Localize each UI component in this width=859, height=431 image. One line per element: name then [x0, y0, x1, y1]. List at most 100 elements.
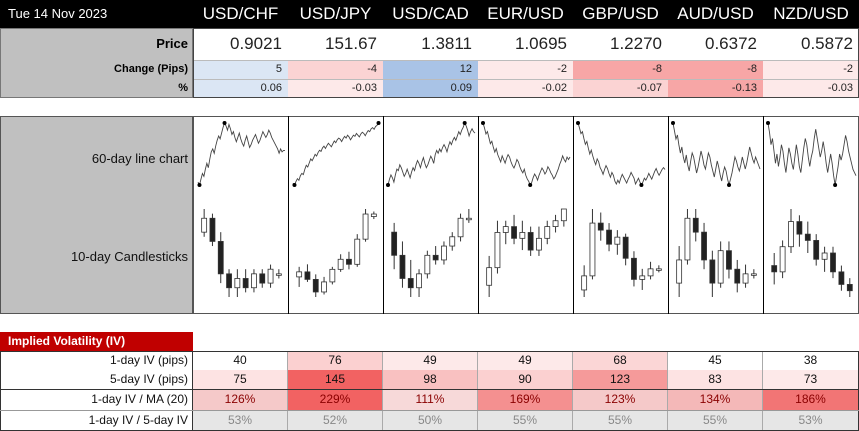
iv-cell: 55% — [668, 410, 763, 431]
candle-body — [779, 246, 786, 273]
iv-cell: 38 — [763, 351, 859, 370]
chart-separator — [763, 116, 764, 314]
iv-cell: 52% — [288, 410, 383, 431]
iv-cell: 73 — [763, 370, 859, 389]
iv-cell: 40 — [193, 351, 288, 370]
candle-body — [597, 222, 604, 231]
candle-body — [209, 217, 216, 242]
header-band — [0, 0, 859, 28]
line-chart-1 — [292, 122, 381, 186]
change-cell: -2 — [478, 60, 573, 79]
line-chart-5 — [672, 122, 761, 186]
iv-cell: 169% — [478, 389, 573, 410]
iv-row-label: 1-day IV (pips) — [0, 351, 193, 370]
iv-row-label: 5-day IV (pips) — [0, 370, 193, 389]
chart-area — [193, 116, 859, 314]
candle-body — [606, 229, 612, 245]
candle-body — [631, 257, 637, 280]
line-low-marker — [197, 183, 202, 187]
candle-body — [552, 220, 559, 227]
candle-body — [536, 237, 542, 251]
iv-cell: 68 — [573, 351, 668, 370]
line-low-marker — [639, 183, 644, 187]
candle-body — [709, 259, 716, 284]
candle-body — [370, 213, 377, 217]
line-high-marker — [481, 121, 485, 125]
change-cell: 5 — [193, 60, 288, 79]
chart-separator — [478, 116, 479, 314]
line-high-marker — [576, 121, 580, 125]
iv-cell: 76 — [288, 351, 383, 370]
candle-body — [734, 268, 741, 284]
candle-body — [432, 254, 439, 261]
pair-header-usd-cad: USD/CAD — [392, 4, 469, 23]
iv-row-label: 1-day IV / 5-day IV — [0, 410, 193, 431]
iv-cell: 123% — [573, 389, 668, 410]
percent-cell: 0.09 — [383, 79, 478, 98]
candle-body — [560, 208, 567, 222]
candle-body — [796, 221, 803, 235]
iv-cell: 55% — [573, 410, 668, 431]
candle-body — [457, 217, 464, 238]
line-high-marker — [462, 121, 467, 125]
candle-body — [830, 252, 836, 273]
pair-header-aud-usd: AUD/USD — [677, 4, 754, 23]
mini-charts — [197, 121, 857, 297]
candle-body — [589, 222, 596, 277]
chart-separator — [668, 116, 669, 314]
candle-body — [519, 232, 526, 239]
change-cell: -2 — [763, 60, 859, 79]
candle-body — [251, 273, 257, 289]
candle-body — [329, 268, 336, 283]
candle-body — [354, 238, 361, 265]
candle-body — [544, 226, 551, 239]
candle-body — [846, 284, 853, 292]
percent-cell: -0.07 — [573, 79, 668, 98]
candle-body — [304, 271, 311, 280]
candle-body — [346, 258, 352, 265]
candle-body — [399, 254, 406, 279]
pair-header-usd-jpy: USD/JPY — [299, 4, 372, 23]
iv-title: Implied Volatility (IV) — [0, 332, 193, 351]
change-cell: 12 — [383, 60, 478, 79]
candle-body — [391, 231, 398, 256]
line-low-marker — [528, 183, 533, 187]
percent-cell: -0.03 — [288, 79, 383, 98]
line-high-marker — [222, 121, 227, 125]
divider — [193, 79, 859, 80]
candle-body — [838, 271, 845, 285]
chart-label-panel: 60-day line chart 10-day Candlesticks — [0, 116, 193, 314]
iv-cell: 145 — [288, 370, 383, 389]
candle-body — [692, 217, 699, 233]
candle-body — [813, 240, 820, 260]
change-row-label: Change (Pips) — [114, 63, 188, 75]
candle-body — [201, 217, 208, 233]
price-cell: 1.3811 — [383, 28, 478, 60]
candles-label: 10-day Candlesticks — [70, 249, 188, 264]
line-low-marker — [727, 183, 732, 187]
candle-body — [511, 226, 517, 239]
candle-body — [750, 273, 757, 276]
change-cell: -8 — [573, 60, 668, 79]
line-low-marker — [386, 183, 390, 187]
change-cell: -4 — [288, 60, 383, 79]
line-chart-4 — [577, 122, 666, 186]
iv-cell: 186% — [763, 389, 859, 410]
price-cell: 0.6372 — [668, 28, 763, 60]
candle-body — [684, 217, 691, 261]
candle-body — [234, 278, 241, 289]
candle-body — [647, 268, 654, 277]
line-chart-3 — [482, 122, 571, 187]
percent-row-label: % — [178, 82, 188, 94]
percent-cell: -0.02 — [478, 79, 573, 98]
percent-cell: -0.03 — [763, 79, 859, 98]
candle-body — [275, 273, 282, 276]
candle-body — [226, 273, 232, 289]
price-cell: 0.5872 — [763, 28, 859, 60]
candle-body — [639, 275, 646, 280]
report-date: Tue 14 Nov 2023 — [8, 6, 108, 21]
iv-divider — [0, 410, 859, 411]
pair-header-nzd-usd: NZD/USD — [773, 4, 849, 23]
line-low-marker — [833, 183, 838, 187]
candle-body — [465, 217, 472, 221]
